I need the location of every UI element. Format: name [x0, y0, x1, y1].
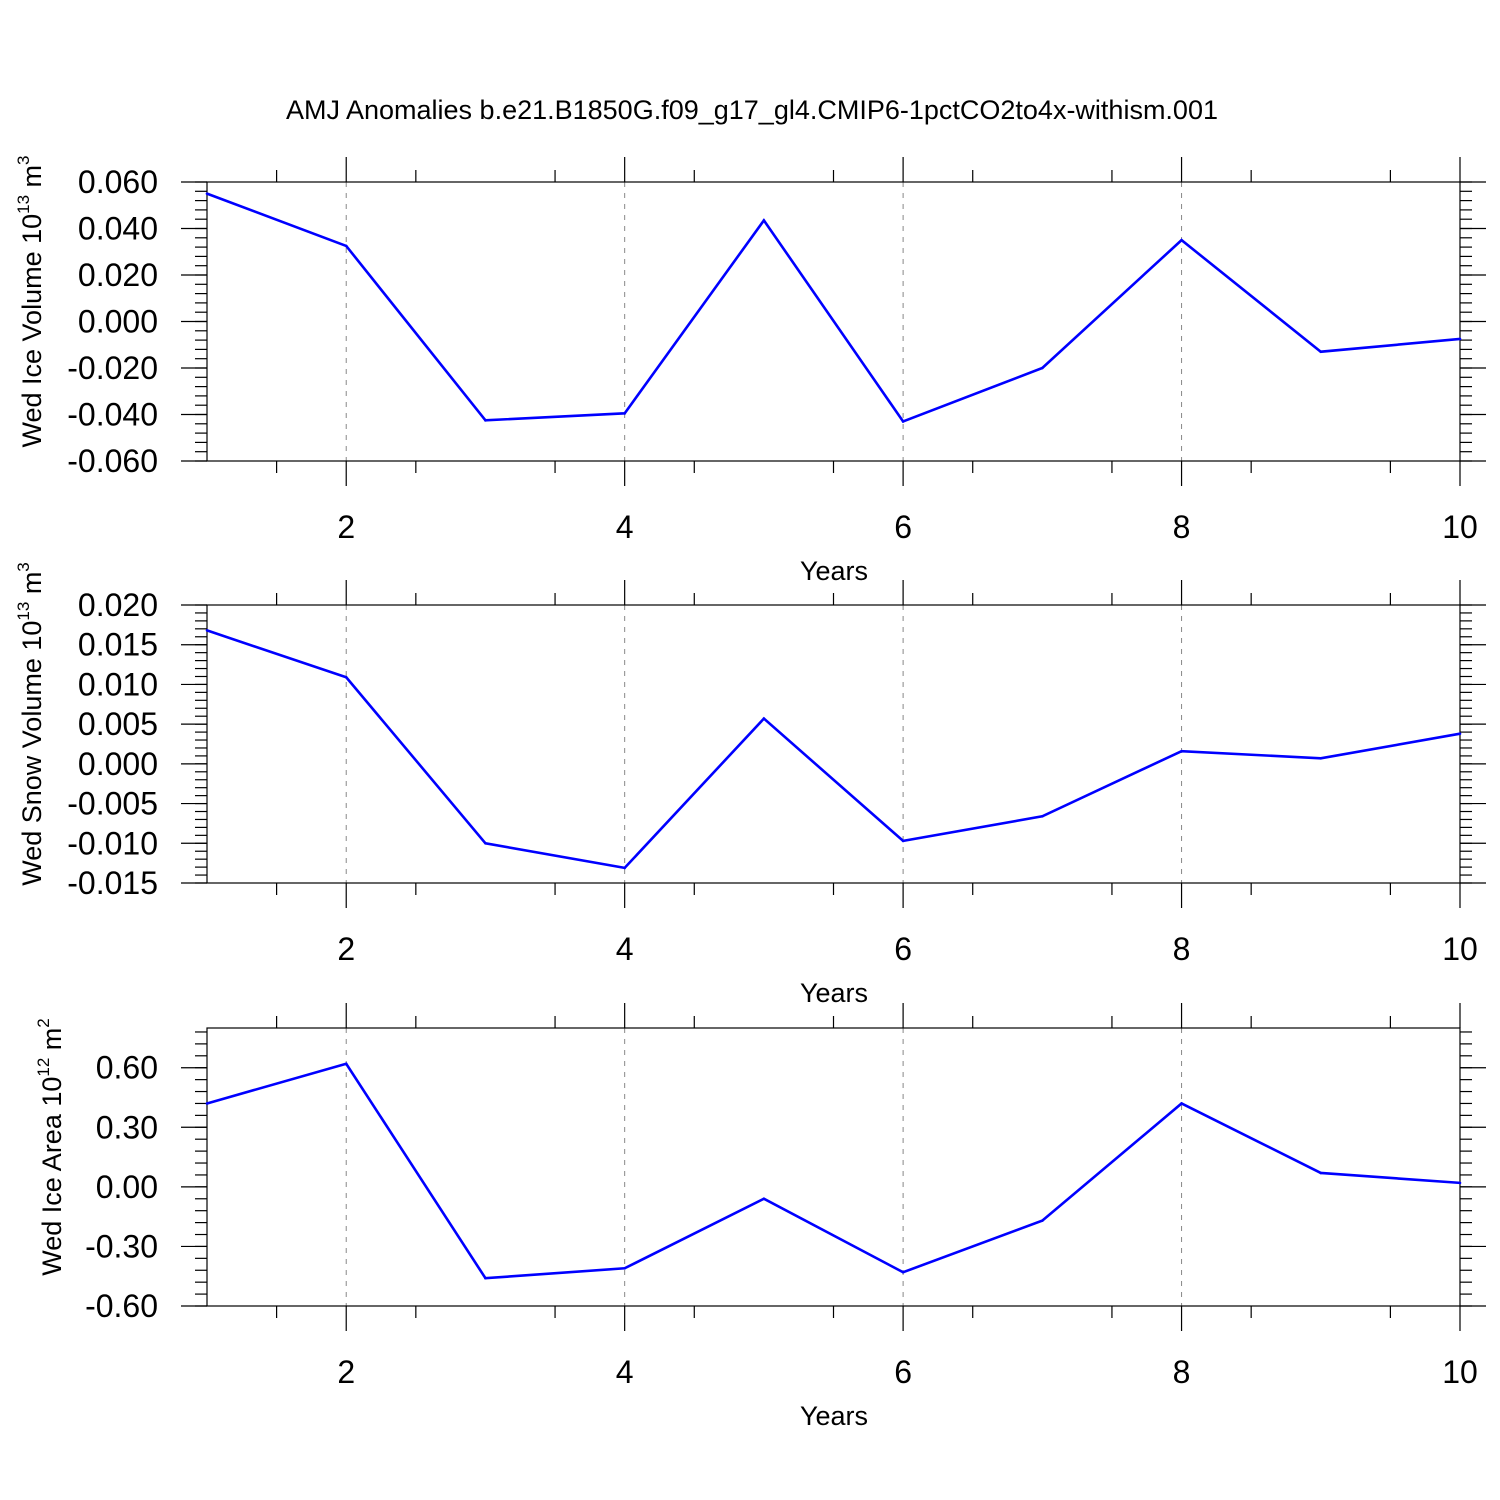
y-axis-label: Wed Snow Volume 1013 m3: [14, 562, 47, 886]
data-point: [344, 1062, 348, 1066]
y-tick-label: -0.60: [85, 1288, 158, 1324]
data-point: [344, 244, 348, 248]
x-tick-label: 6: [894, 1354, 912, 1390]
data-point: [205, 192, 209, 195]
data-point: [344, 675, 348, 679]
x-axis-label: Years: [800, 978, 868, 1008]
data-point: [1319, 350, 1323, 354]
y-tick-label: 0.005: [78, 706, 158, 742]
x-tick-label: 6: [894, 509, 912, 545]
x-tick-label: 4: [616, 509, 634, 545]
y-tick-label: -0.005: [67, 786, 158, 822]
y-axis-label-unit-exponent: 3: [14, 155, 33, 164]
y-tick-label: 0.040: [78, 211, 158, 247]
plot-frame: [206, 1027, 1461, 1307]
y-axis-label-unit-exponent: 2: [34, 1018, 53, 1027]
x-tick-label: 8: [1173, 509, 1191, 545]
data-point: [205, 1102, 209, 1105]
y-axis-label-text: Wed Ice Area 10: [37, 1077, 67, 1276]
figure-title: AMJ Anomalies b.e21.B1850G.f09_g17_gl4.C…: [286, 95, 1218, 125]
x-tick-label: 2: [337, 1354, 355, 1390]
y-tick-label: 0.020: [78, 257, 158, 293]
x-tick-label: 4: [616, 931, 634, 967]
y-tick-label: 0.020: [78, 587, 158, 623]
y-axis-label-text: Wed Snow Volume 10: [17, 621, 47, 886]
data-point: [1041, 814, 1044, 818]
data-point: [1458, 337, 1462, 341]
x-tick-label: 2: [337, 931, 355, 967]
data-point: [1180, 749, 1183, 753]
x-tick-label: 8: [1173, 1354, 1191, 1390]
data-point: [484, 1276, 487, 1280]
y-tick-label: 0.00: [96, 1169, 158, 1205]
y-tick-label: 0.010: [78, 666, 158, 702]
data-point: [1458, 732, 1462, 735]
y-tick-label: 0.000: [78, 304, 158, 340]
series-line: [206, 192, 1461, 424]
data-point: [762, 219, 766, 222]
y-tick-label: -0.060: [67, 443, 158, 479]
data-point: [1041, 1219, 1044, 1222]
series-line: [206, 1062, 1461, 1280]
data-point: [762, 1197, 766, 1201]
data-point: [762, 717, 766, 720]
y-axis-label-unit: m: [37, 1028, 67, 1058]
x-axis-label: Years: [800, 556, 868, 586]
series-line: [206, 629, 1461, 870]
y-tick-label: -0.040: [67, 397, 158, 433]
x-axis-label: Years: [800, 1401, 868, 1431]
y-axis-label-exponent: 13: [14, 602, 33, 621]
data-point: [1180, 238, 1183, 242]
y-axis-label: Wed Ice Volume 1013 m3: [14, 155, 47, 447]
data-point: [901, 1270, 905, 1274]
data-point: [1458, 1181, 1462, 1185]
y-tick-label: 0.60: [96, 1050, 158, 1086]
data-point: [1180, 1102, 1183, 1105]
y-axis-label-exponent: 12: [34, 1058, 53, 1077]
x-tick-label: 10: [1442, 1354, 1478, 1390]
x-tick-label: 4: [616, 1354, 634, 1390]
data-point: [484, 419, 487, 422]
y-tick-label: -0.015: [67, 865, 158, 901]
x-tick-label: 8: [1173, 931, 1191, 967]
y-tick-label: 0.060: [78, 164, 158, 200]
data-point: [901, 839, 905, 843]
data-point: [1041, 366, 1044, 370]
y-axis-label-unit-exponent: 3: [14, 562, 33, 571]
y-axis-label-unit: m: [17, 165, 47, 195]
panels: -0.060 -0.040 -0.020 0.000 0.020 0.040 0.060 2 4…: [14, 155, 1486, 1431]
x-tick-label: 2: [337, 509, 355, 545]
x-tick-label: 10: [1442, 509, 1478, 545]
y-axis-label-exponent: 13: [14, 195, 33, 214]
y-tick-label: 0.30: [96, 1109, 158, 1145]
chart-panel-1: -0.060 -0.040 -0.020 0.000 0.020 0.040 0.060 2 4…: [14, 155, 1486, 586]
plot-frame: [206, 604, 1461, 884]
data-point: [1319, 756, 1323, 760]
y-tick-label: 0.015: [78, 627, 158, 663]
y-axis-label: Wed Ice Area 1012 m2: [34, 1018, 67, 1276]
data-point: [901, 420, 905, 423]
y-tick-label: 0.000: [78, 746, 158, 782]
y-tick-label: -0.30: [85, 1228, 158, 1264]
y-tick-label: -0.010: [67, 825, 158, 861]
data-point: [623, 1266, 626, 1270]
data-point: [205, 629, 209, 632]
y-axis-label-unit: m: [17, 572, 47, 602]
y-axis-label-text: Wed Ice Volume 10: [17, 214, 47, 448]
chart-panel-3: -0.60 -0.30 0.00 0.30 0.60 2 4 6 8 10 Years Wed Ice…: [34, 1003, 1486, 1431]
data-point: [484, 841, 487, 845]
data-point: [1319, 1171, 1323, 1175]
x-tick-label: 10: [1442, 931, 1478, 967]
x-tick-label: 6: [894, 931, 912, 967]
y-tick-label: -0.020: [67, 350, 158, 386]
data-point: [623, 412, 626, 415]
data-point: [623, 866, 626, 870]
